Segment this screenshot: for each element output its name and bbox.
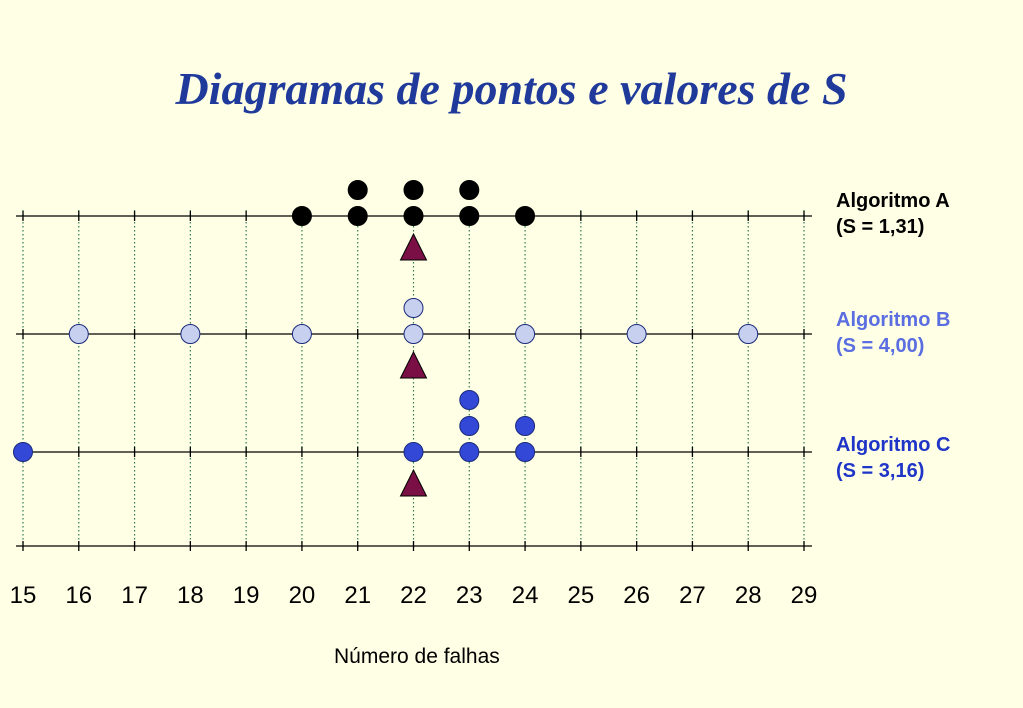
x-tick-label: 17	[121, 582, 148, 609]
data-point-b	[738, 324, 759, 344]
data-point-a	[459, 206, 480, 226]
legend-a-name: Algoritmo A	[836, 190, 950, 212]
data-point-b	[180, 324, 201, 344]
x-tick-label: 24	[512, 582, 539, 609]
legend-b-name: Algoritmo B	[836, 309, 951, 331]
legend-c-s-value: (S = 3,16)	[836, 460, 925, 482]
x-tick-label: 20	[289, 582, 316, 609]
x-tick-label: 27	[679, 582, 706, 609]
data-point-a	[291, 206, 312, 226]
legend-algoritmo-b: Algoritmo B (S = 4,00)	[836, 307, 950, 359]
x-tick-label: 15	[10, 582, 37, 609]
x-tick-label: 19	[233, 582, 260, 609]
legend-a-s-value: (S = 1,31)	[836, 216, 925, 238]
data-point-a	[347, 206, 368, 226]
legend-algoritmo-c: Algoritmo C (S = 3,16)	[836, 432, 950, 484]
legend-algoritmo-a: Algoritmo A (S = 1,31)	[836, 188, 950, 240]
data-point-c	[459, 442, 480, 462]
mean-marker-a	[399, 232, 428, 261]
x-tick-label: 26	[623, 582, 650, 609]
data-point-b	[515, 324, 536, 344]
data-point-c	[403, 442, 424, 462]
chart-title: Diagramas de pontos e valores de S	[175, 63, 848, 114]
legend-b-s-value: (S = 4,00)	[836, 335, 925, 357]
mean-marker-c	[399, 468, 428, 497]
x-tick-label: 22	[400, 582, 427, 609]
data-point-c	[515, 442, 536, 462]
data-point-c	[459, 390, 480, 410]
data-point-a	[403, 180, 424, 200]
data-point-c	[515, 416, 536, 436]
data-point-b	[626, 324, 647, 344]
mean-marker-b	[399, 350, 428, 379]
legend-c-name: Algoritmo C	[836, 434, 951, 456]
data-point-a	[347, 180, 368, 200]
data-point-a	[515, 206, 536, 226]
data-point-b	[291, 324, 312, 344]
x-axis-label: Número de falhas	[334, 645, 500, 668]
data-point-b	[403, 324, 424, 344]
x-tick-label: 18	[177, 582, 204, 609]
data-point-a	[403, 206, 424, 226]
data-point-c	[13, 442, 33, 462]
x-tick-label: 28	[735, 582, 762, 609]
x-tick-label: 25	[568, 582, 595, 609]
x-tick-label: 29	[791, 582, 818, 609]
x-tick-label: 23	[456, 582, 483, 609]
data-point-b	[68, 324, 89, 344]
x-tick-label: 16	[65, 582, 92, 609]
data-point-c	[459, 416, 480, 436]
x-tick-label: 21	[344, 582, 371, 609]
data-point-b	[403, 298, 424, 318]
data-point-a	[459, 180, 480, 200]
